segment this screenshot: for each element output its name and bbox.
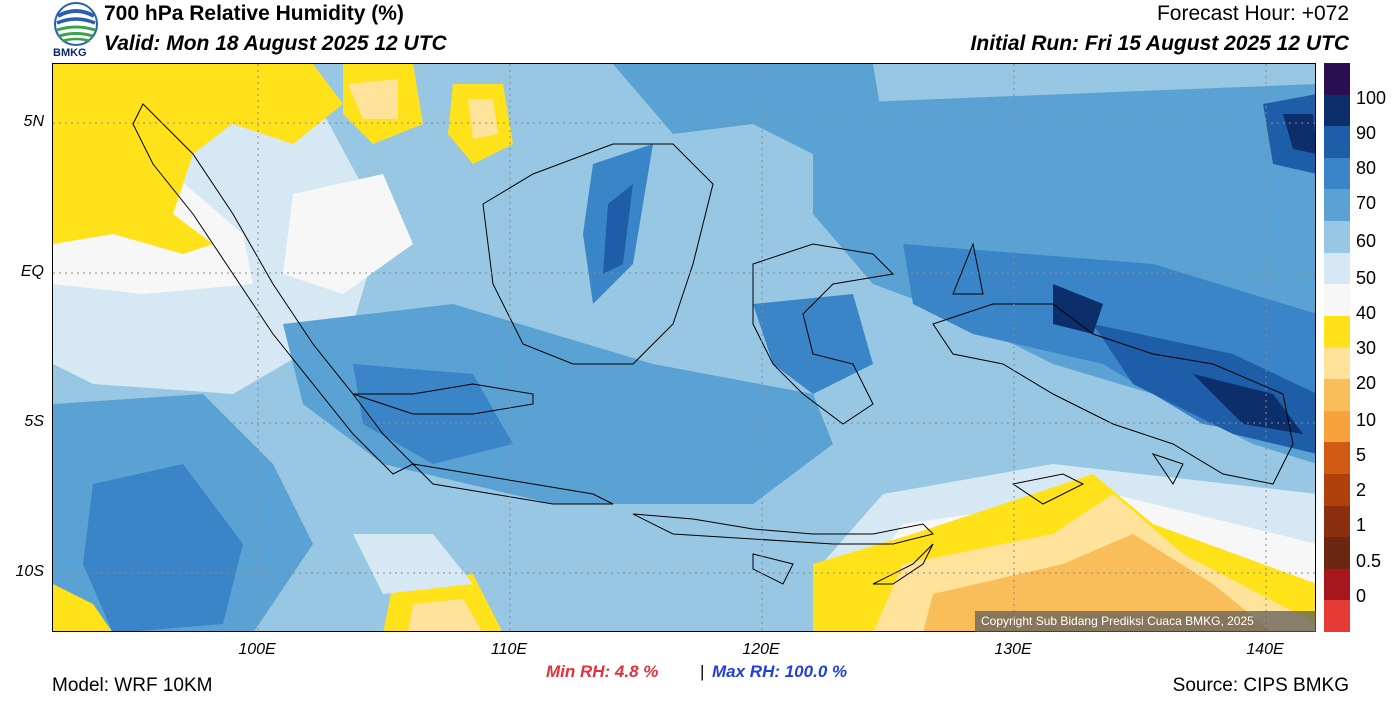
colorbar-label-20: 20 bbox=[1356, 373, 1377, 393]
lat-label-5n: 5N bbox=[23, 113, 44, 130]
colorbar-label-0-5: 0.5 bbox=[1356, 551, 1382, 571]
lat-label-eq: EQ bbox=[20, 263, 44, 280]
colorbar-label-70: 70 bbox=[1356, 193, 1377, 213]
lon-label-100e: 100E bbox=[238, 641, 276, 658]
lon-label-140e: 140E bbox=[1246, 641, 1284, 658]
colorbar-segment bbox=[1324, 537, 1350, 570]
stat-separator: | bbox=[700, 662, 705, 681]
colorbar-segment bbox=[1324, 157, 1350, 190]
lon-label-130e: 130E bbox=[994, 641, 1032, 658]
coastlines bbox=[132, 103, 1294, 585]
logo-text: BMKG bbox=[53, 47, 87, 59]
colorbar-segment bbox=[1324, 284, 1350, 317]
colorbar-label-2: 2 bbox=[1356, 480, 1367, 500]
colorbar-segment bbox=[1324, 252, 1350, 285]
colorbar-segment bbox=[1324, 315, 1350, 348]
colorbar-label-100: 100 bbox=[1356, 88, 1387, 108]
colorbar-label-40: 40 bbox=[1356, 303, 1377, 323]
colorbar-segment bbox=[1324, 347, 1350, 380]
colorbar-label-50: 50 bbox=[1356, 268, 1377, 288]
colorbar-segment bbox=[1324, 379, 1350, 412]
colorbar-label-80: 80 bbox=[1356, 158, 1377, 178]
data-source: Source: CIPS BMKG bbox=[1172, 675, 1349, 696]
colorbar-segment bbox=[1324, 189, 1350, 222]
colorbar-label-0: 0 bbox=[1356, 586, 1367, 606]
colorbar-label-30: 30 bbox=[1356, 338, 1377, 358]
humidity-map bbox=[52, 63, 1316, 632]
colorbar-segment bbox=[1324, 600, 1350, 633]
max-rh: Max RH: 100.0 % bbox=[712, 662, 848, 681]
colorbar-label-5: 5 bbox=[1356, 445, 1367, 465]
colorbar-segment bbox=[1324, 442, 1350, 475]
lon-label-110e: 110E bbox=[490, 641, 528, 658]
chart-title: 700 hPa Relative Humidity (%) bbox=[104, 2, 404, 25]
dry-zone-nw bbox=[53, 64, 258, 254]
copyright-notice: Copyright Sub Bidang Prediksi Cuaca BMKG… bbox=[975, 611, 1316, 632]
colorbar-segment bbox=[1324, 568, 1350, 601]
model-name: Model: WRF 10KM bbox=[52, 675, 213, 696]
colorbar-segment bbox=[1324, 505, 1350, 538]
colorbar-label-10: 10 bbox=[1356, 410, 1377, 430]
colorbar-segment bbox=[1324, 63, 1350, 96]
initial-run: Initial Run: Fri 15 August 2025 12 UTC bbox=[970, 32, 1349, 55]
bmkg-logo bbox=[54, 2, 98, 46]
colorbar-label-90: 90 bbox=[1356, 123, 1377, 143]
colorbar-segment bbox=[1324, 473, 1350, 507]
lon-label-120e: 120E bbox=[742, 641, 780, 658]
forecast-hour: Forecast Hour: +072 bbox=[1156, 2, 1349, 25]
colorbar-segment bbox=[1324, 410, 1350, 443]
colorbar-label-1: 1 bbox=[1356, 515, 1367, 535]
colorbar-segment bbox=[1324, 94, 1350, 127]
valid-time: Valid: Mon 18 August 2025 12 UTC bbox=[104, 32, 447, 55]
lat-label-5s: 5S bbox=[24, 413, 44, 430]
colorbar-label-60: 60 bbox=[1356, 231, 1377, 251]
lat-label-10s: 10S bbox=[15, 563, 44, 580]
min-rh: Min RH: 4.8 % bbox=[546, 662, 659, 681]
colorbar bbox=[1324, 63, 1350, 633]
gridlines bbox=[53, 64, 1315, 631]
colorbar-segment bbox=[1324, 126, 1350, 159]
colorbar-segment bbox=[1324, 221, 1350, 254]
